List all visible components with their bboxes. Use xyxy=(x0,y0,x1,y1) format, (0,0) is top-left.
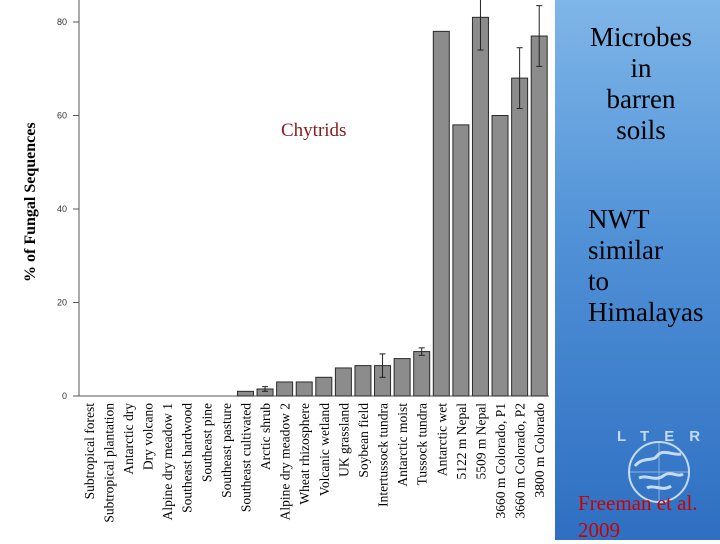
y-tick-label: 0 xyxy=(62,391,67,401)
panel-title: Microbes in barren soils xyxy=(590,22,692,145)
x-tick-label: Alpine dry meadow 1 xyxy=(160,403,175,520)
chart-x-tick-labels: Subtropical forest Subtropical plantation… xyxy=(82,403,547,523)
bar xyxy=(491,115,509,397)
x-tick-label: Southeast pasture xyxy=(219,403,234,498)
bar xyxy=(413,351,431,397)
bar xyxy=(530,35,548,397)
y-tick-label: 80 xyxy=(57,17,67,27)
x-tick-label: Antarctic dry xyxy=(121,403,136,475)
chart-bars xyxy=(236,16,548,397)
x-tick-label: Intertussock tundra xyxy=(376,403,391,507)
bar xyxy=(276,381,294,397)
x-tick-label: 3800 m Colorado xyxy=(532,403,547,498)
x-tick-label: 3660 m Colorado, P2 xyxy=(513,403,528,519)
chytrids-annotation: Chytrids xyxy=(281,120,347,141)
x-tick-label: Dry volcano xyxy=(141,403,156,470)
bar xyxy=(236,390,254,397)
x-tick-label: Antarctic moist xyxy=(395,403,410,487)
x-tick-label: 5122 m Nepal xyxy=(454,403,469,480)
x-tick-label: Tussock tundra xyxy=(415,403,430,485)
x-tick-label: Soybean field xyxy=(356,403,371,478)
citation-credit: Freeman et al. 2009 xyxy=(578,491,698,542)
bar xyxy=(471,16,489,397)
x-tick-label: Subtropical forest xyxy=(82,403,97,500)
x-tick-label: Volcanic wetland xyxy=(317,403,332,496)
lter-logo-letters: LTER xyxy=(617,428,716,445)
bar xyxy=(452,124,470,397)
y-tick-label: 40 xyxy=(57,204,67,214)
side-panel: Microbes in barren soils NWT similar to … xyxy=(555,0,720,540)
chart-axes: 0 20 40 60 80 xyxy=(57,0,549,401)
bar xyxy=(334,367,352,397)
y-tick-label: 20 xyxy=(57,298,67,308)
bar xyxy=(354,365,372,397)
x-tick-label: Southeast pine xyxy=(199,403,214,482)
x-tick-label: Antarctic wet xyxy=(434,403,449,476)
chart-error-bars xyxy=(262,0,543,392)
y-tick-label: 60 xyxy=(57,111,67,121)
bar xyxy=(315,376,333,397)
lter-globe-logo-icon xyxy=(628,441,690,503)
panel-note: NWT similar to Himalayas xyxy=(588,204,704,327)
x-tick-label: Arctic shrub xyxy=(258,403,273,470)
x-tick-label: Subtropical plantation xyxy=(101,403,116,523)
bar xyxy=(511,77,529,397)
x-tick-label: 5509 m Nepal xyxy=(473,403,488,480)
x-tick-label: Southeast cultivated xyxy=(238,403,253,512)
bar xyxy=(393,358,411,397)
y-axis-label: % of Fungal Sequences xyxy=(22,122,39,282)
x-tick-label: Alpine dry meadow 2 xyxy=(278,403,293,520)
x-tick-label: Southeast hardwood xyxy=(180,403,195,513)
x-tick-label: 3660 m Colorado, P1 xyxy=(493,403,508,519)
x-tick-label: UK grassland xyxy=(336,403,351,477)
bar xyxy=(432,30,450,397)
bar xyxy=(295,381,313,397)
x-tick-label: Wheat rhizosphere xyxy=(297,403,312,505)
